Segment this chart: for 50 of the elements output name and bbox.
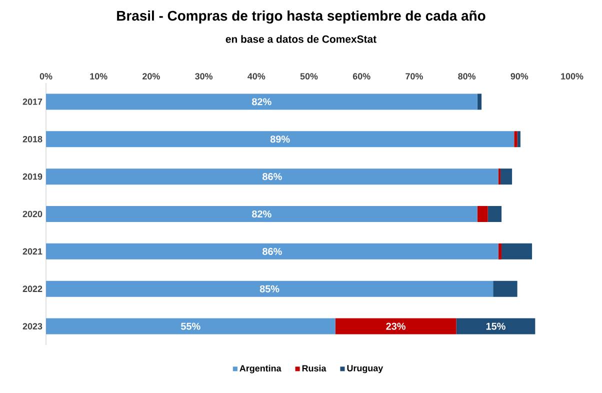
- x-tick-label: 90%: [510, 73, 528, 80]
- y-tick-label: 2017: [22, 98, 42, 105]
- legend-label: Rusia: [302, 364, 326, 372]
- data-label: 15%: [486, 322, 506, 330]
- y-tick-label: 2023: [22, 323, 42, 330]
- bar: [46, 280, 494, 297]
- bar: [502, 243, 532, 260]
- chart-title: Brasil - Compras de trigo hasta septiembre de cada año: [117, 10, 486, 24]
- bar: [46, 318, 336, 334]
- y-tick-label: 2018: [22, 136, 42, 142]
- bar: [488, 206, 502, 222]
- chart-subtitle: en base a datos de ComexStat: [226, 35, 376, 43]
- x-tick-label: 30%: [195, 73, 213, 80]
- y-tick-label: 2019: [22, 173, 42, 180]
- bar: [46, 94, 478, 110]
- bar: [498, 243, 502, 260]
- data-label: 86%: [262, 173, 282, 180]
- data-label: 89%: [270, 136, 290, 143]
- data-label: 85%: [260, 285, 280, 292]
- bar: [46, 243, 498, 260]
- legend-label: Uruguay: [347, 365, 384, 374]
- x-tick-label: 40%: [248, 73, 266, 80]
- bar: [517, 131, 520, 148]
- x-tick-label: 20%: [142, 73, 160, 80]
- bar: [456, 318, 536, 334]
- data-label: 55%: [180, 322, 200, 330]
- legend-label: Argentina: [240, 364, 282, 374]
- y-tick-label: 2021: [22, 248, 42, 255]
- x-tick-label: 50%: [300, 73, 318, 80]
- bar: [477, 94, 482, 110]
- bar: [46, 168, 498, 185]
- y-tick-label: 2022: [22, 286, 42, 292]
- bar: [46, 206, 478, 222]
- data-label: 86%: [262, 248, 282, 255]
- x-tick-label: 10%: [90, 73, 108, 80]
- x-tick-label: 60%: [352, 73, 370, 80]
- x-tick-label: 80%: [458, 73, 476, 80]
- data-label: 82%: [252, 98, 272, 106]
- bar: [493, 280, 518, 297]
- bar: [514, 131, 518, 148]
- y-tick-label: 2020: [22, 210, 42, 218]
- x-tick-label: 70%: [406, 73, 423, 80]
- bar: [46, 131, 514, 148]
- bar: [335, 318, 456, 334]
- x-tick-label: 100%: [561, 73, 584, 80]
- x-tick-label: 0%: [40, 73, 52, 80]
- data-label: 82%: [252, 210, 272, 218]
- data-label: 23%: [386, 322, 406, 330]
- bar: [500, 168, 512, 185]
- bar: [477, 206, 488, 222]
